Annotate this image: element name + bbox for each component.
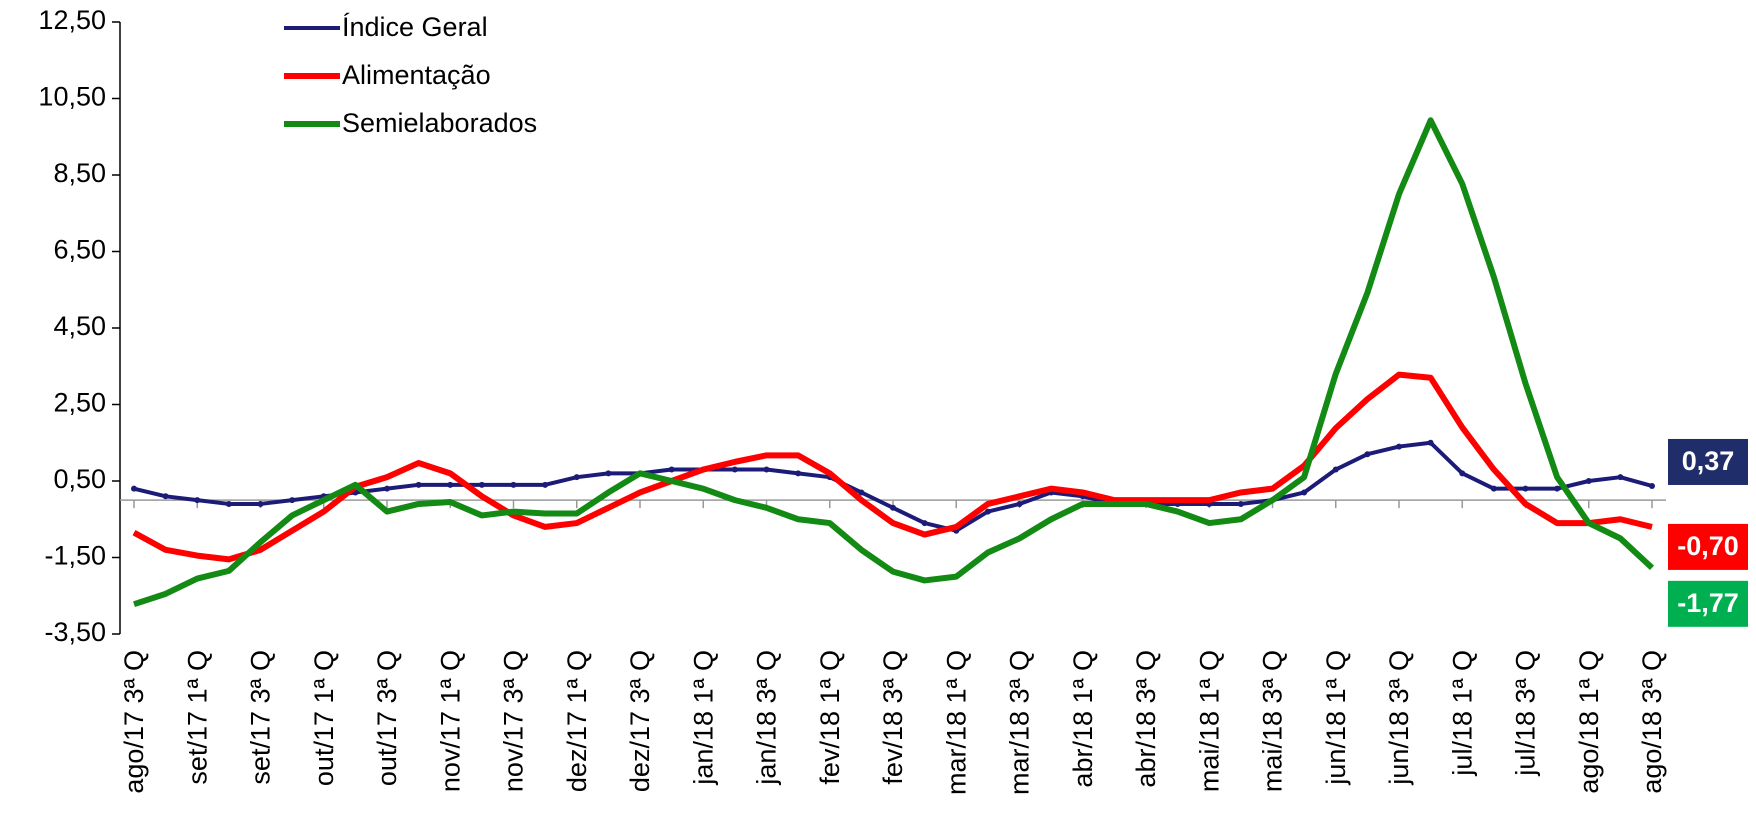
x-tick-label: fev/18 1ª Q: [815, 650, 845, 785]
x-tick-label: jan/18 3ª Q: [752, 650, 782, 786]
marker: [194, 497, 201, 504]
value-label: 0,37: [1682, 446, 1735, 476]
x-tick-label: ago/18 1ª Q: [1574, 650, 1604, 794]
x-tick-label: jul/18 3ª Q: [1511, 650, 1541, 777]
marker: [1237, 500, 1244, 507]
x-tick-label: nov/17 1ª Q: [435, 650, 465, 792]
value-label: -1,77: [1677, 588, 1739, 618]
legend-label: Semielaborados: [342, 108, 537, 138]
value-label-box: [1668, 580, 1748, 627]
x-tick-label: jul/18 1ª Q: [1447, 650, 1477, 777]
series-line: [133, 117, 1655, 608]
marker: [795, 470, 802, 477]
y-tick-label: 2,50: [53, 388, 106, 418]
series-line: [132, 371, 1653, 563]
marker: [384, 485, 390, 492]
marker: [1585, 478, 1592, 484]
y-tick-label: -3,50: [44, 617, 106, 647]
y-tick-label: 4,50: [53, 311, 106, 341]
value-label: -0,70: [1677, 531, 1739, 561]
x-tick-label: dez/17 3ª Q: [625, 650, 655, 792]
y-tick-label: 0,50: [53, 464, 106, 494]
marker: [478, 481, 485, 488]
y-tick-label: 6,50: [53, 235, 106, 265]
marker: [510, 481, 517, 488]
marker: [447, 481, 454, 488]
x-tick-label: jan/18 1ª Q: [688, 650, 718, 786]
marker: [225, 500, 232, 507]
marker: [1332, 466, 1339, 473]
marker: [1649, 482, 1655, 489]
x-tick-label: nov/17 3ª Q: [499, 650, 529, 792]
marker: [668, 466, 675, 473]
x-tick-label: set/17 1ª Q: [182, 650, 212, 785]
x-tick-label: jun/18 3ª Q: [1384, 650, 1414, 786]
y-tick-label: 10,50: [38, 82, 106, 112]
x-tick-label: ago/17 3ª Q: [119, 650, 149, 794]
x-tick-label: mai/18 1ª Q: [1194, 650, 1224, 792]
marker: [573, 474, 580, 481]
x-tick-label: set/17 3ª Q: [246, 650, 276, 785]
marker: [921, 520, 928, 527]
x-tick-label: out/17 3ª Q: [372, 650, 402, 786]
marker: [1554, 485, 1561, 492]
marker: [984, 508, 991, 515]
marker: [1016, 500, 1023, 507]
x-tick-label: mar/18 1ª Q: [941, 650, 971, 795]
marker: [858, 489, 865, 496]
x-tick-label: jun/18 1ª Q: [1321, 650, 1351, 786]
x-tick-label: abr/18 1ª Q: [1068, 650, 1098, 788]
marker: [289, 497, 296, 504]
legend-label: Índice Geral: [342, 12, 488, 42]
marker: [1364, 451, 1371, 458]
marker: [257, 500, 264, 507]
marker: [1490, 485, 1497, 492]
x-tick-label: abr/18 3ª Q: [1131, 650, 1161, 788]
y-tick-label: 12,50: [38, 5, 106, 35]
y-tick-label: 8,50: [53, 158, 106, 188]
marker: [415, 481, 422, 488]
marker: [1522, 485, 1529, 492]
marker: [131, 485, 137, 492]
legend-label: Alimentação: [342, 60, 491, 90]
marker: [605, 470, 612, 477]
marker: [1617, 474, 1624, 481]
marker: [1427, 439, 1434, 446]
marker: [890, 504, 896, 511]
marker: [542, 481, 549, 488]
x-tick-label: ago/18 3ª Q: [1637, 650, 1667, 794]
value-label-box: [1668, 438, 1748, 485]
marker: [1396, 443, 1402, 450]
marker: [1301, 489, 1308, 496]
x-tick-label: dez/17 1ª Q: [562, 650, 592, 792]
marker: [162, 493, 169, 500]
x-tick-label: mai/18 3ª Q: [1258, 650, 1288, 792]
x-tick-label: out/17 1ª Q: [309, 650, 339, 786]
marker: [1459, 470, 1466, 477]
value-label-box: [1668, 523, 1748, 570]
x-tick-label: mar/18 3ª Q: [1005, 650, 1035, 795]
y-tick-label: -1,50: [44, 541, 106, 571]
x-tick-label: fev/18 3ª Q: [878, 650, 908, 785]
marker: [731, 466, 738, 473]
marker: [763, 466, 770, 473]
